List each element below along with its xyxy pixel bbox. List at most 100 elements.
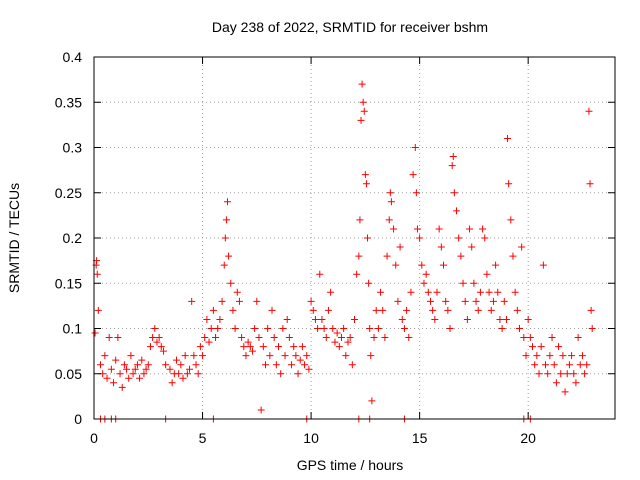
data-point	[498, 325, 506, 332]
data-point	[342, 352, 350, 360]
data-point	[153, 338, 161, 346]
data-point	[359, 98, 367, 106]
data-point	[555, 343, 563, 351]
data-point	[367, 352, 375, 360]
data-point	[539, 261, 547, 269]
data-point	[520, 334, 528, 342]
data-point	[201, 334, 209, 342]
data-point	[216, 315, 224, 323]
data-point	[144, 361, 152, 369]
data-point	[179, 374, 187, 382]
data-point	[476, 288, 484, 296]
data-point	[550, 361, 558, 369]
y-tick-label: 0.3	[63, 140, 83, 156]
data-point	[372, 306, 380, 314]
data-point	[168, 379, 176, 387]
data-point	[290, 343, 298, 351]
data-point	[398, 315, 406, 323]
data-point	[303, 352, 311, 360]
data-point	[196, 343, 204, 351]
data-point	[504, 134, 512, 142]
data-point	[225, 252, 233, 260]
data-point	[394, 297, 402, 305]
x-axis-label: GPS time / hours	[297, 457, 404, 473]
data-point	[348, 361, 356, 369]
x-tick-label: 10	[303, 430, 319, 446]
data-point	[426, 297, 434, 305]
chart-title: Day 238 of 2022, SRMTID for receiver bsh…	[212, 19, 488, 35]
data-point	[214, 325, 222, 332]
data-point	[283, 315, 291, 323]
data-point	[356, 216, 364, 224]
data-point	[240, 343, 248, 351]
data-point	[255, 334, 263, 342]
data-point	[559, 352, 567, 360]
data-point	[159, 347, 167, 355]
y-tick-label: 0.15	[55, 275, 82, 291]
data-point	[209, 306, 217, 314]
data-point	[561, 388, 569, 396]
data-point	[320, 325, 328, 332]
data-point	[131, 365, 139, 373]
data-point	[314, 325, 322, 332]
data-point	[229, 306, 237, 314]
data-point	[437, 243, 445, 251]
data-point	[565, 361, 573, 369]
data-point	[487, 306, 495, 314]
data-point	[140, 370, 148, 378]
data-point	[377, 288, 385, 296]
data-point	[533, 352, 541, 360]
data-point	[568, 352, 576, 360]
data-point	[524, 315, 532, 323]
data-point	[552, 379, 560, 387]
data-point	[149, 334, 157, 342]
data-point	[116, 370, 124, 378]
data-point	[413, 225, 421, 233]
data-point	[357, 116, 365, 124]
data-point	[457, 252, 465, 260]
data-point	[327, 288, 335, 296]
data-point	[105, 334, 113, 342]
data-point	[433, 288, 441, 296]
data-point	[353, 270, 361, 278]
data-point	[515, 325, 523, 332]
data-point	[101, 352, 109, 360]
data-point	[112, 356, 120, 364]
data-point	[481, 234, 489, 242]
data-point	[103, 374, 111, 382]
data-point	[518, 243, 526, 251]
axis-ticks: 0 0.05 0.1 0.15 0.2 0.25 0.3 0.35 0.4 0 5 10 15 20	[55, 49, 615, 446]
data-point	[157, 343, 165, 351]
data-point	[97, 361, 105, 369]
data-point	[305, 365, 313, 373]
data-point	[459, 279, 467, 287]
data-point	[411, 144, 419, 151]
x-tick-label: 20	[520, 430, 536, 446]
data-point	[205, 338, 213, 346]
data-point	[238, 334, 246, 342]
data-point	[270, 334, 278, 342]
data-point	[429, 306, 437, 314]
data-point	[474, 306, 482, 314]
data-point	[207, 325, 215, 332]
data-point	[301, 361, 309, 369]
data-point	[175, 370, 183, 378]
data-point	[307, 297, 315, 305]
data-point	[581, 370, 589, 378]
data-point	[361, 171, 369, 179]
data-point	[231, 325, 239, 332]
data-point	[366, 325, 374, 332]
data-point	[502, 315, 510, 323]
data-point	[248, 347, 256, 355]
data-point	[309, 306, 317, 314]
data-point	[444, 306, 452, 314]
data-point	[390, 225, 398, 233]
data-point	[396, 243, 404, 251]
data-point	[362, 180, 370, 188]
data-point	[424, 288, 432, 296]
data-point	[222, 216, 230, 224]
data-point	[494, 288, 502, 296]
data-point	[463, 315, 471, 323]
y-tick-label: 0.2	[63, 230, 83, 246]
